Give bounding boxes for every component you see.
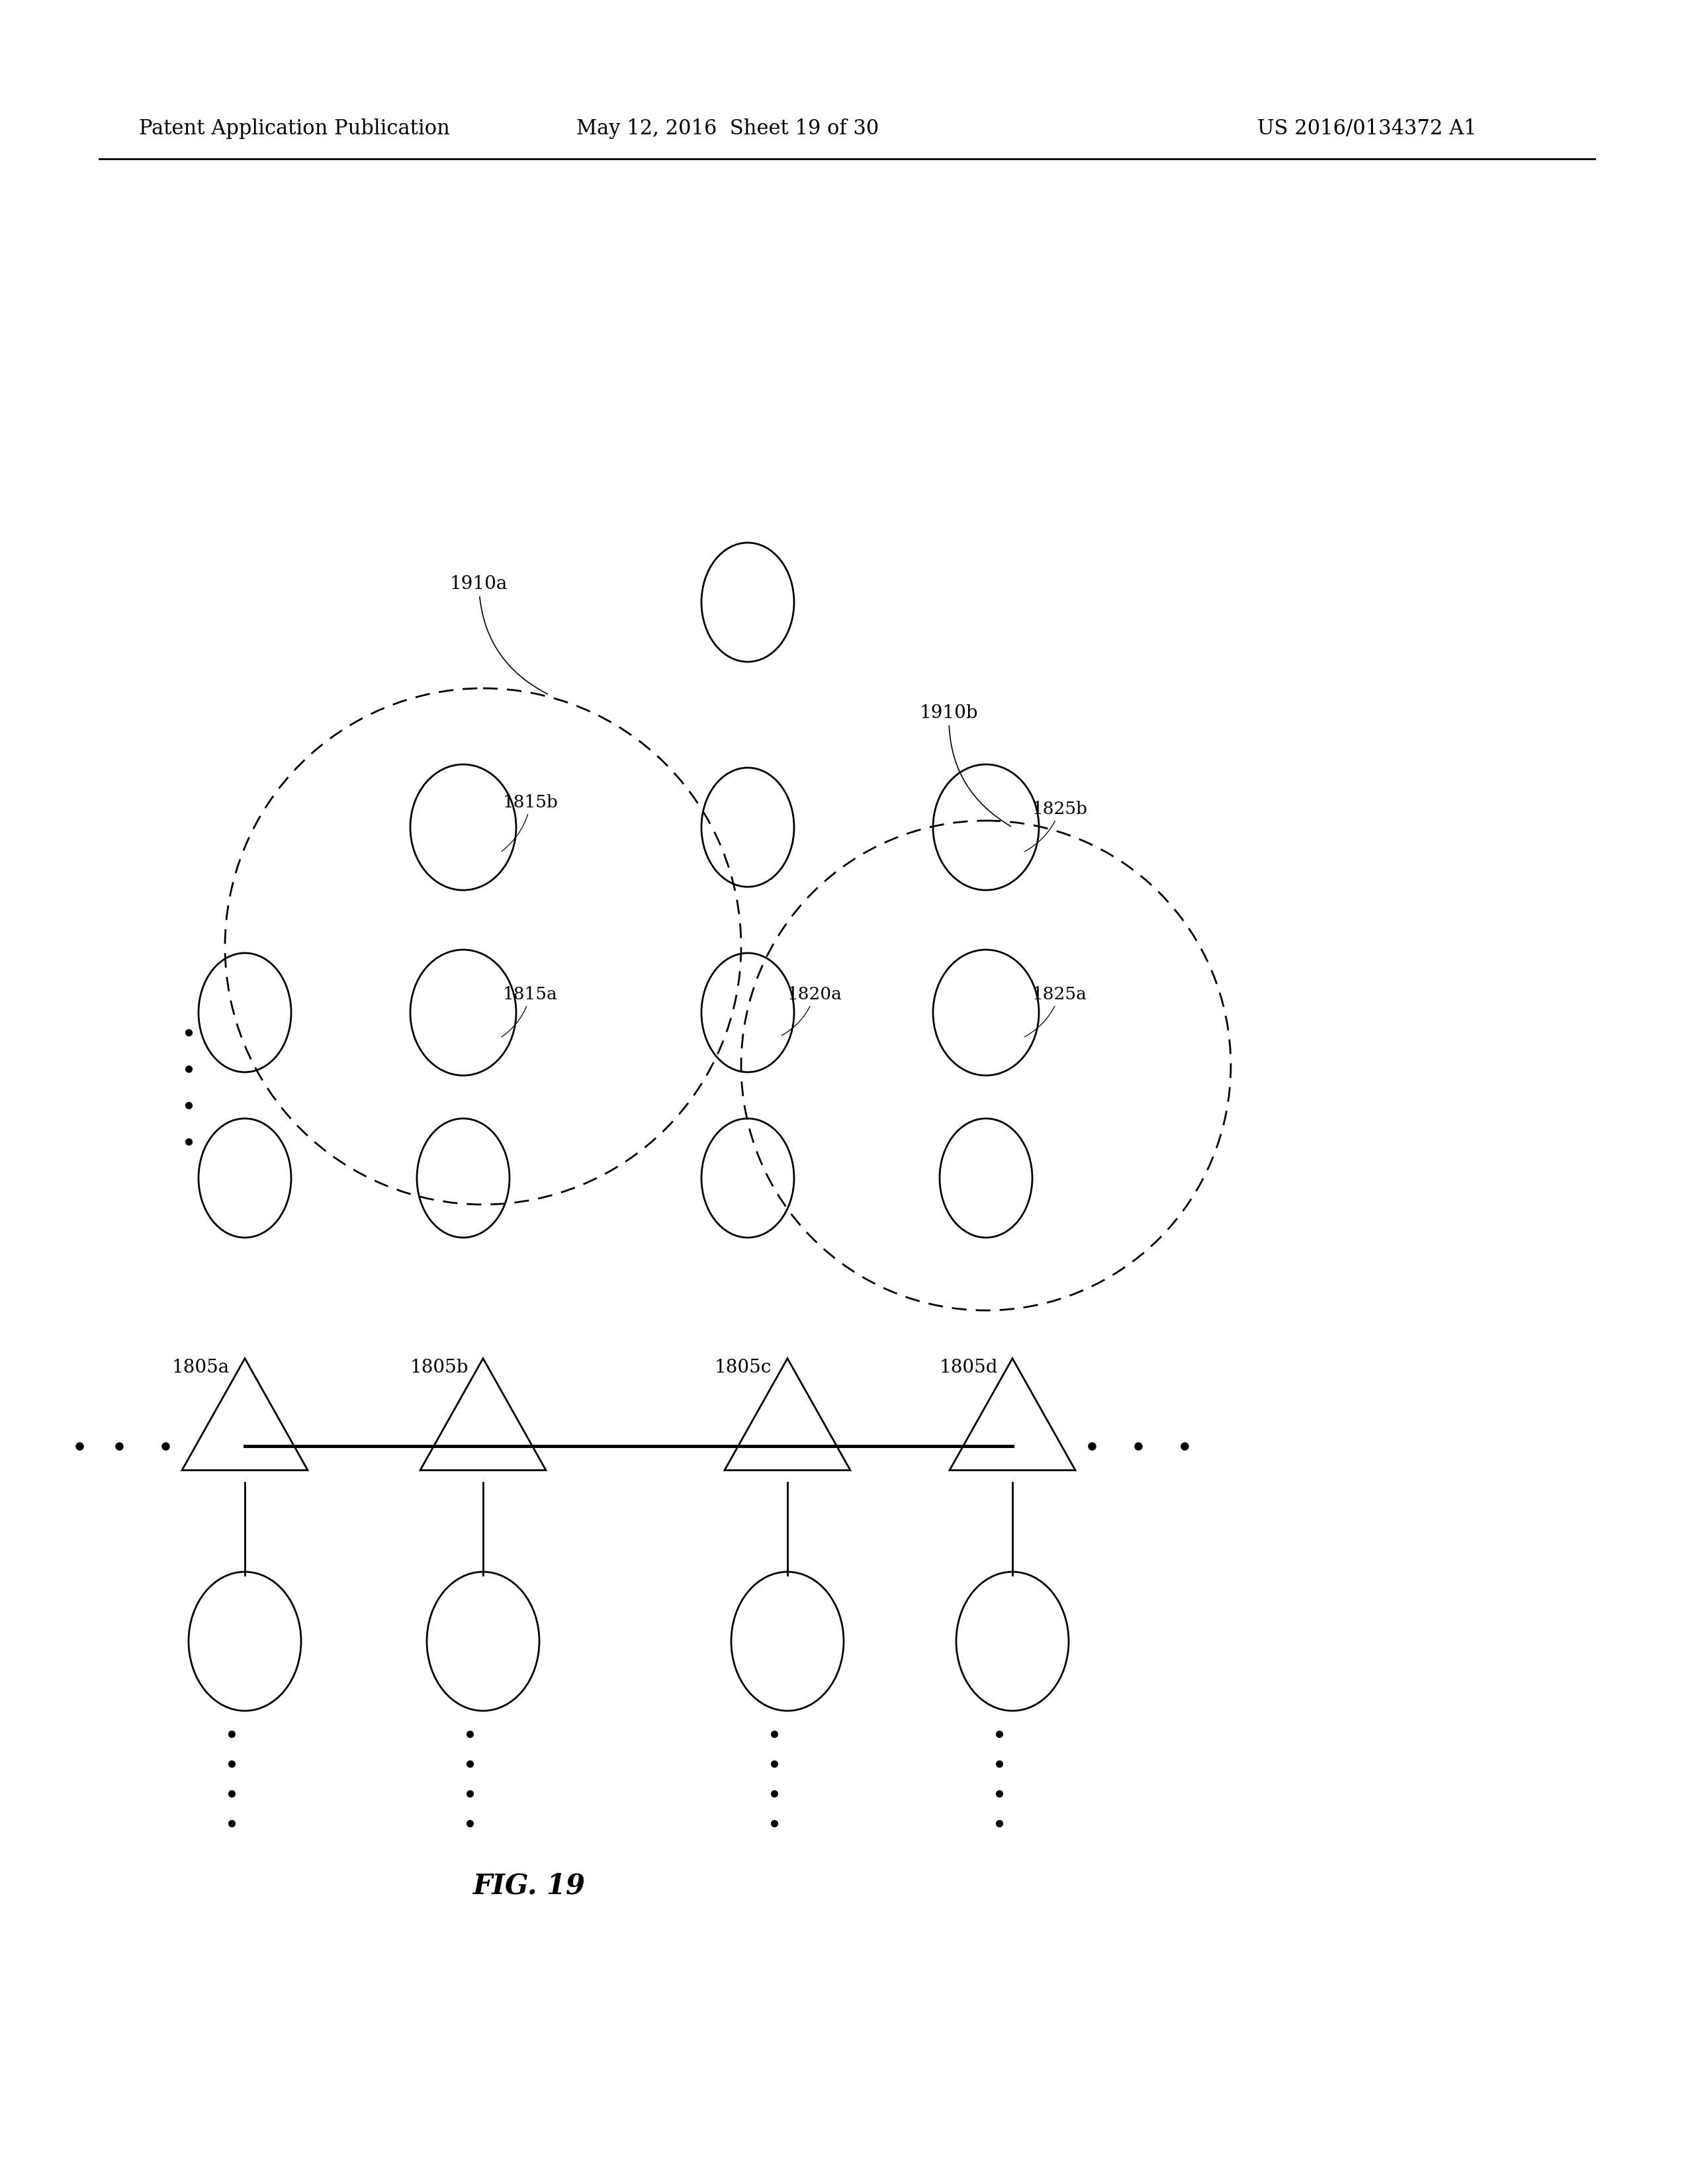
Text: Patent Application Publication: Patent Application Publication (139, 118, 451, 140)
Text: 1825a: 1825a (1025, 987, 1088, 1037)
Text: FIG. 19: FIG. 19 (473, 1872, 586, 1900)
Text: 1815b: 1815b (501, 795, 559, 852)
Text: 1805d: 1805d (940, 1358, 998, 1376)
Text: 1910a: 1910a (451, 574, 547, 695)
Text: 1815a: 1815a (501, 987, 557, 1037)
Text: US 2016/0134372 A1: US 2016/0134372 A1 (1257, 118, 1477, 140)
Text: 1805a: 1805a (173, 1358, 230, 1376)
Text: 1805c: 1805c (715, 1358, 772, 1376)
Text: 1910b: 1910b (920, 703, 1011, 826)
Text: 1825b: 1825b (1025, 802, 1088, 852)
Text: 1820a: 1820a (781, 987, 842, 1035)
Text: 1805b: 1805b (410, 1358, 469, 1376)
Text: May 12, 2016  Sheet 19 of 30: May 12, 2016 Sheet 19 of 30 (576, 118, 879, 140)
